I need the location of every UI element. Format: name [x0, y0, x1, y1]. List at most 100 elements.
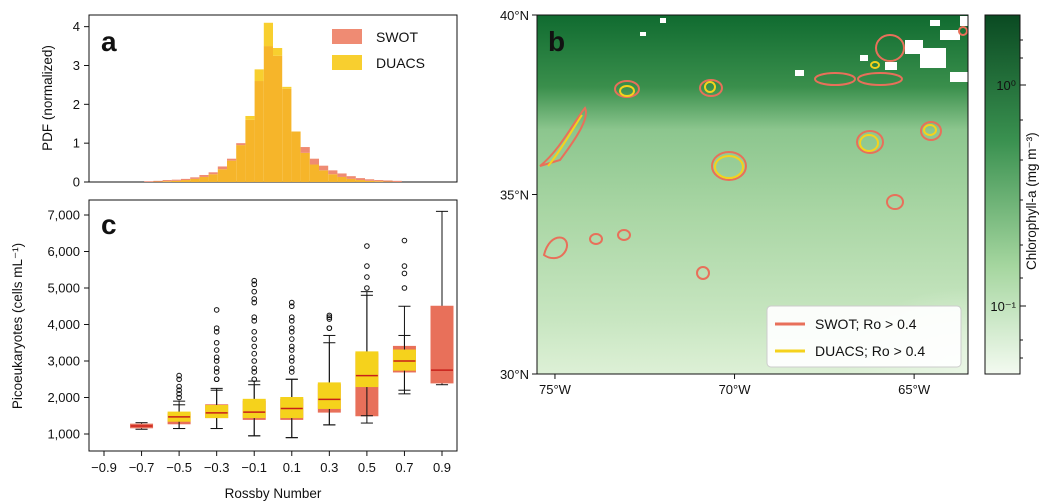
panel-b-legend: SWOT; Ro > 0.4 DUACS; Ro > 0.4	[766, 305, 962, 368]
swot-contour	[589, 233, 603, 245]
box-duacs	[355, 263, 379, 417]
x-tick-label: −0.1	[241, 460, 267, 475]
duacs-contour	[859, 134, 879, 152]
colorbar-tick-label: 10⁰	[996, 78, 1016, 93]
histogram-panel-a: 0 1 2 3 4 a PDF (normalized) SWOT DUACS	[40, 14, 458, 190]
y-tick-label: 2,000	[47, 390, 80, 405]
panel-c-letter: c	[101, 209, 117, 240]
hist-bar-swot	[144, 181, 154, 182]
eddy-contours	[539, 26, 968, 280]
panel-a-y-label: PDF (normalized)	[40, 45, 55, 151]
hist-bar-overlap	[263, 46, 273, 183]
swot-contour	[886, 194, 904, 210]
hist-bar-overlap	[291, 131, 301, 182]
hist-bar-overlap	[217, 169, 227, 182]
hist-bar-overlap	[236, 145, 246, 182]
hist-bar-swot	[346, 176, 356, 179]
histogram-bars	[144, 22, 402, 183]
x-tick-label: −0.7	[129, 460, 155, 475]
legend-label-swot-ro: SWOT; Ro > 0.4	[815, 316, 917, 332]
hist-bar-overlap	[208, 174, 218, 182]
y-tick-label: 3	[73, 58, 80, 73]
hist-bar-overlap	[365, 180, 375, 182]
x-tick-label: −0.9	[91, 460, 117, 475]
panel-c-y-label: Picoeukaryotes (cells mL⁻¹)	[10, 243, 25, 409]
hist-bar-overlap	[328, 174, 338, 182]
hist-bar-swot	[153, 180, 163, 182]
panel-a-y-ticks: 0 1 2 3 4	[73, 19, 89, 190]
hist-bar-duacs	[273, 48, 283, 56]
x-tick-label: 0.3	[320, 460, 338, 475]
box-swot	[430, 210, 454, 386]
panel-c-y-ticks: 1,000 2,000 3,000 4,000 5,000 6,000 7,000	[47, 208, 89, 442]
hist-bar-swot	[227, 158, 237, 161]
panel-b-letter: b	[548, 26, 565, 57]
hist-bar-swot	[309, 158, 319, 165]
y-tick-label: 1,000	[47, 427, 80, 442]
hist-bar-swot	[365, 179, 375, 181]
hist-bar-swot	[217, 166, 227, 170]
hist-bar-overlap	[319, 170, 329, 182]
swot-contour	[696, 266, 710, 280]
lon-tick-label: 75°W	[539, 382, 572, 397]
hist-bar-swot	[190, 177, 200, 179]
lat-tick-label: 40°N	[500, 8, 529, 23]
swot-contour	[539, 106, 587, 167]
box-duacs	[317, 314, 341, 426]
missing-data-patches	[640, 16, 968, 82]
swot-contour	[856, 130, 884, 154]
hist-bar-overlap	[282, 88, 292, 182]
hist-bar-overlap	[245, 119, 255, 182]
x-tick-label: 0.7	[395, 460, 413, 475]
hist-bar-duacs	[282, 86, 292, 89]
y-tick-label: 3,000	[47, 354, 80, 369]
panel-a-legend: SWOT DUACS	[332, 29, 425, 71]
box-duacs	[205, 325, 229, 430]
colorbar	[984, 14, 1021, 375]
box-duacs	[280, 303, 304, 439]
panel-c-x-ticks: −0.9 −0.7 −0.5 −0.3 −0.1 0.1 0.3 0.5 0.7 0.9	[91, 451, 451, 475]
hist-bar-swot	[199, 175, 209, 177]
hist-bar-swot	[328, 170, 338, 175]
panel-c-x-label: Rossby Number	[225, 486, 322, 501]
hist-bar-duacs	[263, 22, 273, 47]
legend-label-duacs: DUACS	[376, 55, 425, 71]
colorbar-label: Chlorophyll-a (mg m⁻³)	[1024, 132, 1039, 270]
hist-bar-overlap	[355, 180, 365, 182]
colorbar-ticks: 10⁰ 10⁻¹	[990, 39, 1026, 359]
y-tick-label: 6,000	[47, 244, 80, 259]
boxplot-boxes	[130, 210, 454, 439]
x-tick-label: 0.1	[283, 460, 301, 475]
panel-b-ticks: 75°W 70°W 65°W 40°N 35°N 30°N	[500, 8, 931, 397]
hist-bar-overlap	[199, 176, 209, 182]
hist-bar-swot	[319, 165, 329, 171]
x-tick-label: −0.5	[166, 460, 192, 475]
swot-contour	[857, 72, 903, 86]
duacs-contour	[619, 85, 635, 97]
map-panel-b: b 75°W 70°W 65°W 40°N 35°N 30°N SWOT; Ro > 0.…	[500, 8, 1039, 397]
hist-bar-duacs	[245, 115, 255, 120]
swot-contour	[699, 79, 723, 97]
y-tick-label: 4,000	[47, 317, 80, 332]
box-duacs	[242, 281, 266, 437]
duacs-contour	[547, 114, 583, 167]
hist-bar-swot	[171, 179, 181, 181]
hist-bar-overlap	[190, 178, 200, 182]
hist-bar-swot	[300, 147, 310, 153]
swot-contour	[617, 229, 631, 241]
lat-tick-label: 30°N	[500, 367, 529, 382]
hist-bar-swot	[162, 180, 172, 182]
duacs-contour	[704, 81, 716, 93]
swot-contour	[920, 121, 942, 141]
hist-bar-overlap	[181, 180, 191, 182]
boxplot-panel-c: 1,000 2,000 3,000 4,000 5,000 6,000 7,000 −0.9…	[10, 199, 458, 501]
box-swot	[130, 422, 154, 430]
y-tick-label: 4	[73, 19, 80, 34]
y-tick-label: 0	[73, 175, 80, 190]
hist-bar-overlap	[374, 181, 384, 182]
y-tick-label: 1	[73, 136, 80, 151]
panel-a-letter: a	[101, 26, 117, 57]
hist-bar-swot	[181, 178, 191, 181]
swot-contour	[875, 34, 905, 62]
hist-bar-overlap	[273, 55, 283, 182]
